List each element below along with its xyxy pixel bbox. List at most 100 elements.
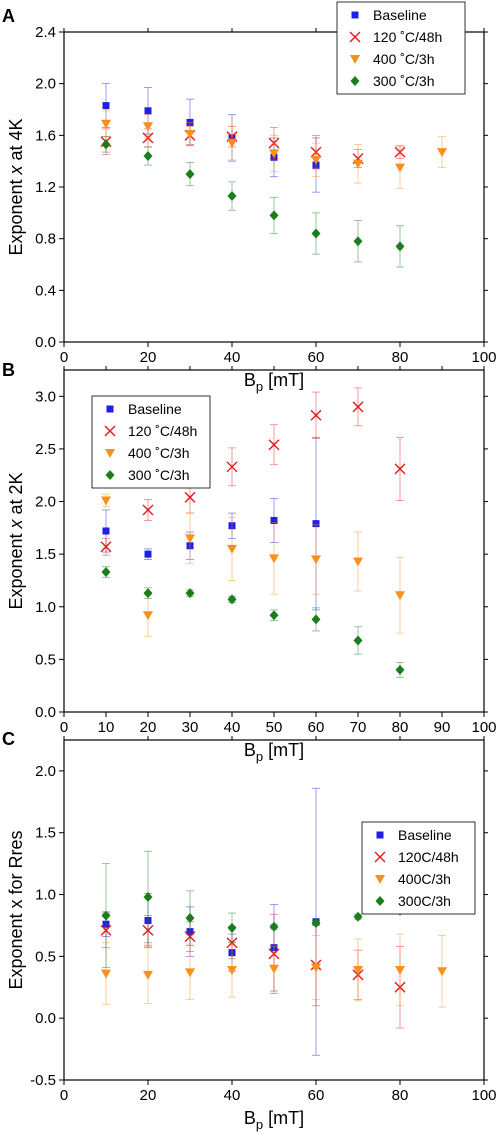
data-point: [312, 520, 320, 528]
series-0: [102, 83, 320, 193]
x-tick-label: 0: [60, 719, 68, 736]
y-tick-label: 1.5: [35, 546, 56, 563]
x-tick-label: 80: [392, 1087, 409, 1104]
legend-entry: 400C/3h: [398, 871, 451, 887]
y-tick-label: 1.2: [35, 179, 56, 196]
x-tick-label: 60: [308, 349, 325, 366]
legend-entry: 300C/3h: [398, 893, 451, 909]
data-point: [100, 541, 112, 553]
x-tick-label: 20: [140, 349, 157, 366]
panel-label: C: [2, 729, 15, 749]
x-tick-label: 30: [182, 719, 199, 736]
y-tick-label: 0.4: [35, 282, 56, 299]
series-3: [101, 566, 405, 678]
y-axis-label: Exponent x at 4K: [6, 118, 26, 255]
y-tick-label: -0.5: [30, 1072, 56, 1089]
data-point: [269, 610, 279, 621]
series-0: [102, 787, 320, 1056]
data-point: [185, 968, 195, 978]
legend-entry: 120 ˚C/48h: [128, 423, 197, 439]
data-point: [144, 107, 152, 115]
x-tick-label: 80: [392, 719, 409, 736]
x-tick-label: 100: [471, 719, 496, 736]
x-tick-label: 0: [60, 349, 68, 366]
data-point: [185, 913, 195, 924]
data-point: [144, 550, 152, 558]
data-point: [227, 922, 237, 933]
legend-marker: [375, 875, 385, 884]
legend: Baseline 120 ˚C/48h 400 ˚C/3h 300 ˚C/3h: [336, 1, 466, 95]
panel-label: A: [2, 6, 15, 26]
x-tick-label: 80: [392, 349, 409, 366]
data-point: [311, 228, 321, 239]
data-point: [227, 139, 237, 149]
legend-entry: 300 ˚C/3h: [128, 467, 189, 483]
x-tick-label: 40: [224, 719, 241, 736]
data-point: [394, 463, 406, 475]
data-point: [353, 635, 363, 646]
data-point: [352, 401, 364, 413]
y-tick-label: 0.5: [35, 651, 56, 668]
y-tick-label: 0.0: [35, 334, 56, 351]
data-point: [395, 163, 405, 173]
x-tick-label: 40: [224, 349, 241, 366]
x-tick-label: 20: [140, 1087, 157, 1104]
data-point: [437, 148, 447, 158]
data-point: [143, 151, 153, 161]
data-point: [270, 516, 278, 524]
x-tick-label: 0: [60, 1087, 68, 1104]
data-point: [143, 970, 153, 980]
legend-marker: [105, 449, 115, 458]
y-tick-label: 1.0: [35, 599, 56, 616]
data-point: [311, 963, 321, 973]
legend-marker: [104, 425, 116, 437]
x-tick-label: 50: [266, 719, 283, 736]
data-point: [101, 910, 111, 921]
legend-entry: 400 ˚C/3h: [373, 51, 434, 67]
panel-label: B: [2, 360, 15, 380]
data-point: [395, 965, 405, 975]
data-point: [185, 169, 195, 180]
data-point: [185, 534, 195, 544]
legend-marker: [349, 31, 361, 43]
series-2: [101, 493, 405, 637]
y-tick-label: 0.0: [35, 1010, 56, 1027]
data-point: [395, 664, 405, 675]
y-tick-label: 2.0: [35, 76, 56, 93]
data-point: [311, 555, 321, 565]
data-point: [101, 496, 111, 506]
x-tick-label: 60: [308, 719, 325, 736]
data-point: [353, 911, 363, 922]
data-point: [101, 119, 111, 129]
x-axis-label: Bp [mT]: [244, 370, 304, 394]
legend-marker: [350, 76, 360, 86]
data-point: [143, 122, 153, 132]
data-point: [269, 554, 279, 564]
data-point: [311, 155, 321, 165]
data-point: [101, 969, 111, 979]
legend-entry: 300 ˚C/3h: [373, 73, 434, 89]
legend-marker: [374, 851, 386, 863]
data-point: [353, 159, 363, 169]
legend-marker: [376, 831, 384, 839]
x-tick-label: 40: [224, 1087, 241, 1104]
x-tick-label: 60: [308, 1087, 325, 1104]
data-point: [101, 567, 111, 578]
data-point: [184, 491, 196, 503]
x-axis-label: Bp [mT]: [244, 1108, 304, 1132]
x-tick-label: 20: [140, 719, 157, 736]
legend-marker: [350, 55, 360, 64]
data-point: [227, 965, 237, 975]
data-point: [269, 210, 279, 221]
data-point: [185, 130, 195, 140]
data-point: [395, 591, 405, 601]
x-tick-label: 70: [350, 719, 367, 736]
chart-panel-b: B 0 10 20 30 40 50 60 70 80 90 100 0.0 0.5 1.0 1.5 2.0 2.…: [2, 360, 497, 764]
y-tick-label: 2.5: [35, 441, 56, 458]
legend-entry: 400 ˚C/3h: [128, 445, 189, 461]
y-tick-label: 0.8: [35, 231, 56, 248]
x-axis-label: Bp [mT]: [244, 740, 304, 764]
x-tick-label: 100: [471, 349, 496, 366]
data-point: [269, 149, 279, 159]
legend-entry: Baseline: [128, 401, 182, 417]
